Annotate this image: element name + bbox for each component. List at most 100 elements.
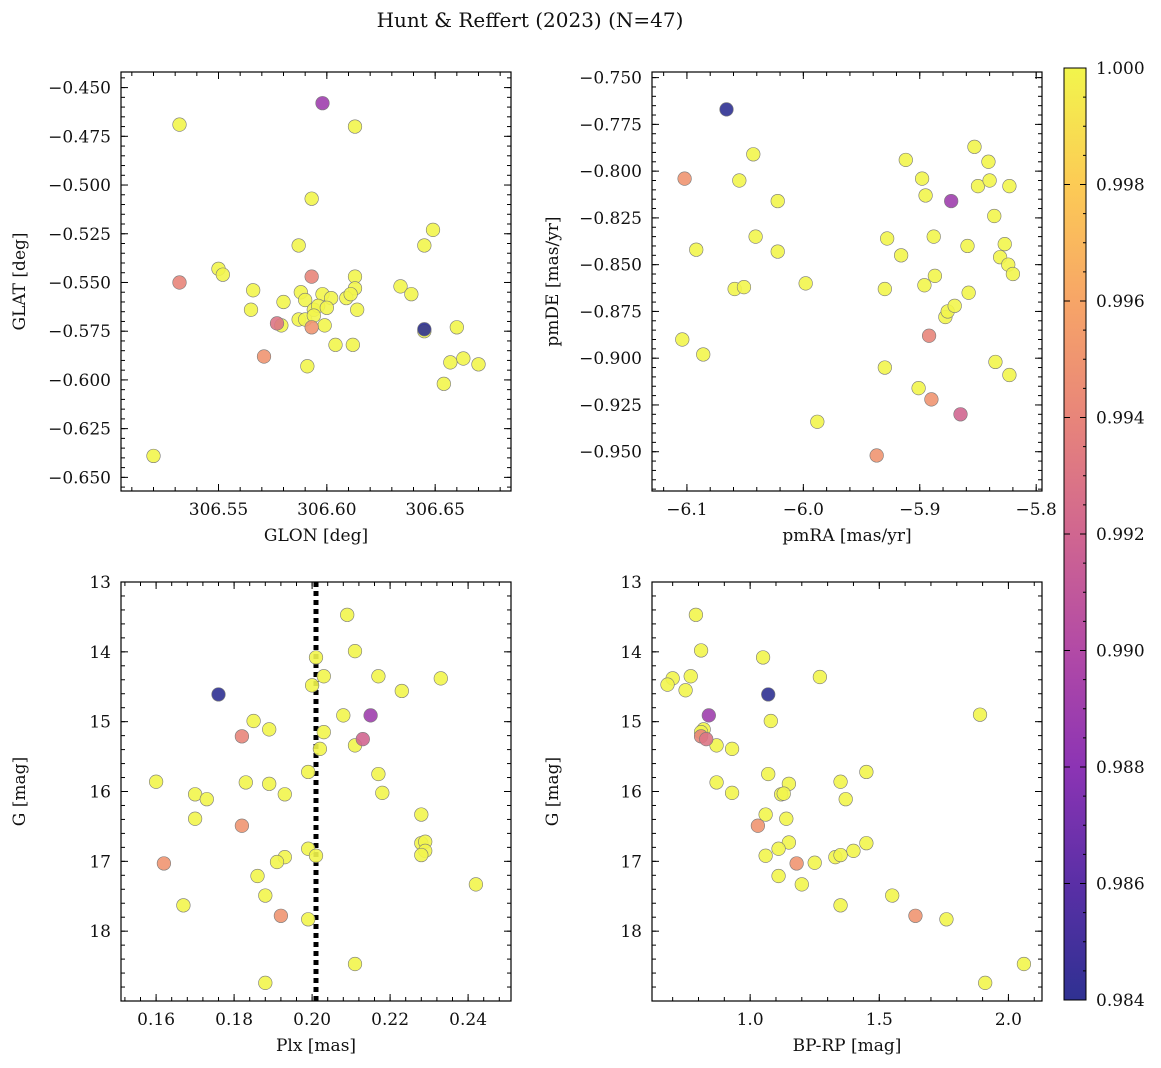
data-point <box>877 360 892 375</box>
y-tick-label: −0.650 <box>48 468 111 488</box>
colorbar-tick-label: 0.996 <box>1096 292 1145 312</box>
data-point <box>918 188 933 203</box>
x-tick-label: 306.60 <box>297 500 356 520</box>
y-tick-label: −0.925 <box>579 396 642 416</box>
y-axis-label: pmDE [mas/yr] <box>543 216 563 346</box>
data-point <box>770 193 785 209</box>
data-point <box>859 836 874 851</box>
data-point <box>781 835 796 850</box>
data-point <box>347 956 363 972</box>
data-point <box>172 275 187 290</box>
data-point <box>859 764 874 780</box>
data-point <box>269 316 285 331</box>
data-point <box>924 392 939 407</box>
data-point <box>699 732 714 747</box>
data-point <box>885 888 900 903</box>
data-point <box>312 741 328 757</box>
y-tick-label: 14 <box>89 643 111 663</box>
data-point <box>833 774 848 789</box>
y-tick-label: 16 <box>620 783 642 803</box>
data-point <box>771 868 786 884</box>
data-point <box>317 318 332 333</box>
data-point <box>724 785 740 800</box>
data-point <box>404 287 419 302</box>
scatter-points <box>660 607 1032 990</box>
data-point <box>246 283 261 298</box>
data-point <box>917 278 932 293</box>
data-point <box>300 359 315 374</box>
data-point <box>696 347 711 362</box>
data-point <box>982 173 997 188</box>
data-point <box>709 775 724 790</box>
data-point <box>675 332 690 347</box>
data-point <box>833 898 848 913</box>
data-point <box>981 154 996 169</box>
colorbar-tick-label: 0.984 <box>1096 991 1145 1011</box>
y-tick-label: 17 <box>89 852 111 872</box>
y-axis-label: G [mag] <box>543 757 563 826</box>
axis-ticks: 1.0 1.5 2.0 13 14 15 16 17 18 <box>620 573 1042 1030</box>
data-point <box>238 775 253 790</box>
x-tick-label: 2.0 <box>995 1010 1022 1030</box>
data-point <box>291 238 306 253</box>
data-point <box>761 766 776 782</box>
y-tick-label: −0.625 <box>48 420 111 440</box>
subplot-bprp-g: 1.0 1.5 2.0 13 14 15 16 17 18 BP-RP [mag] G [mag] <box>543 573 1043 1056</box>
x-tick-label: −5.9 <box>899 500 940 520</box>
data-point <box>997 236 1012 252</box>
y-tick-label: −0.800 <box>579 162 642 182</box>
data-point <box>305 678 320 693</box>
data-point <box>149 774 164 789</box>
x-tick-label: 306.55 <box>189 500 248 520</box>
y-tick-label: −0.900 <box>579 349 642 369</box>
x-tick-label: 0.18 <box>215 1010 253 1030</box>
data-point <box>978 975 993 990</box>
data-point <box>1002 179 1017 194</box>
data-point <box>846 843 861 858</box>
subplot-glon-glat: 306.55 306.60 306.65 −0.650 −0.625 −0.600 −0.5… <box>10 71 512 546</box>
y-tick-label: −0.450 <box>48 79 111 99</box>
data-point <box>748 229 763 244</box>
data-point <box>394 683 409 699</box>
data-point <box>256 349 272 364</box>
y-tick-label: 15 <box>620 713 642 733</box>
data-point <box>880 231 895 246</box>
x-tick-label: −6.0 <box>783 500 824 520</box>
colorbar-tick-label: 0.998 <box>1096 176 1145 196</box>
y-tick-label: −0.750 <box>579 69 642 89</box>
data-point <box>414 807 429 822</box>
y-axis-label: GLAT [deg] <box>10 232 30 330</box>
colorbar-tick-label: 0.988 <box>1096 758 1145 778</box>
data-point <box>926 229 941 244</box>
data-point <box>688 607 704 622</box>
x-tick-label: 0.16 <box>137 1010 175 1030</box>
data-point <box>972 707 988 722</box>
data-point <box>234 729 249 744</box>
data-point <box>677 171 692 186</box>
colorbar-tick-label: 0.986 <box>1096 875 1145 895</box>
colorbar-ticks: 0.984 0.986 0.988 0.990 0.992 0.994 0.996 0.998… <box>1064 59 1145 1011</box>
y-tick-label: −0.575 <box>48 322 111 342</box>
axis-ticks: 0.16 0.18 0.20 0.22 0.24 13 14 15 16 17 18 <box>89 573 511 1030</box>
data-point <box>789 856 804 871</box>
data-point <box>316 669 331 684</box>
data-point <box>371 766 386 782</box>
data-point <box>908 908 923 923</box>
subplots-group: 306.55 306.60 306.65 −0.650 −0.625 −0.600 −0.5… <box>10 69 1057 1056</box>
data-point <box>758 848 773 863</box>
axis-ticks: −6.1 −6.0 −5.9 −5.8 −0.950 −0.925 −0.900 −0.875… <box>579 69 1057 520</box>
data-point <box>794 877 809 892</box>
data-point <box>810 414 825 429</box>
data-point <box>689 242 704 257</box>
data-point <box>987 208 1002 224</box>
data-point <box>234 818 249 833</box>
data-point <box>417 238 432 253</box>
y-tick-label: 17 <box>620 852 642 872</box>
data-point <box>471 357 486 372</box>
x-axis-label: pmRA [mas/yr] <box>782 526 911 546</box>
data-point <box>953 407 968 422</box>
data-point <box>755 650 771 665</box>
y-tick-label: −0.825 <box>579 209 642 229</box>
data-point <box>1002 367 1017 383</box>
